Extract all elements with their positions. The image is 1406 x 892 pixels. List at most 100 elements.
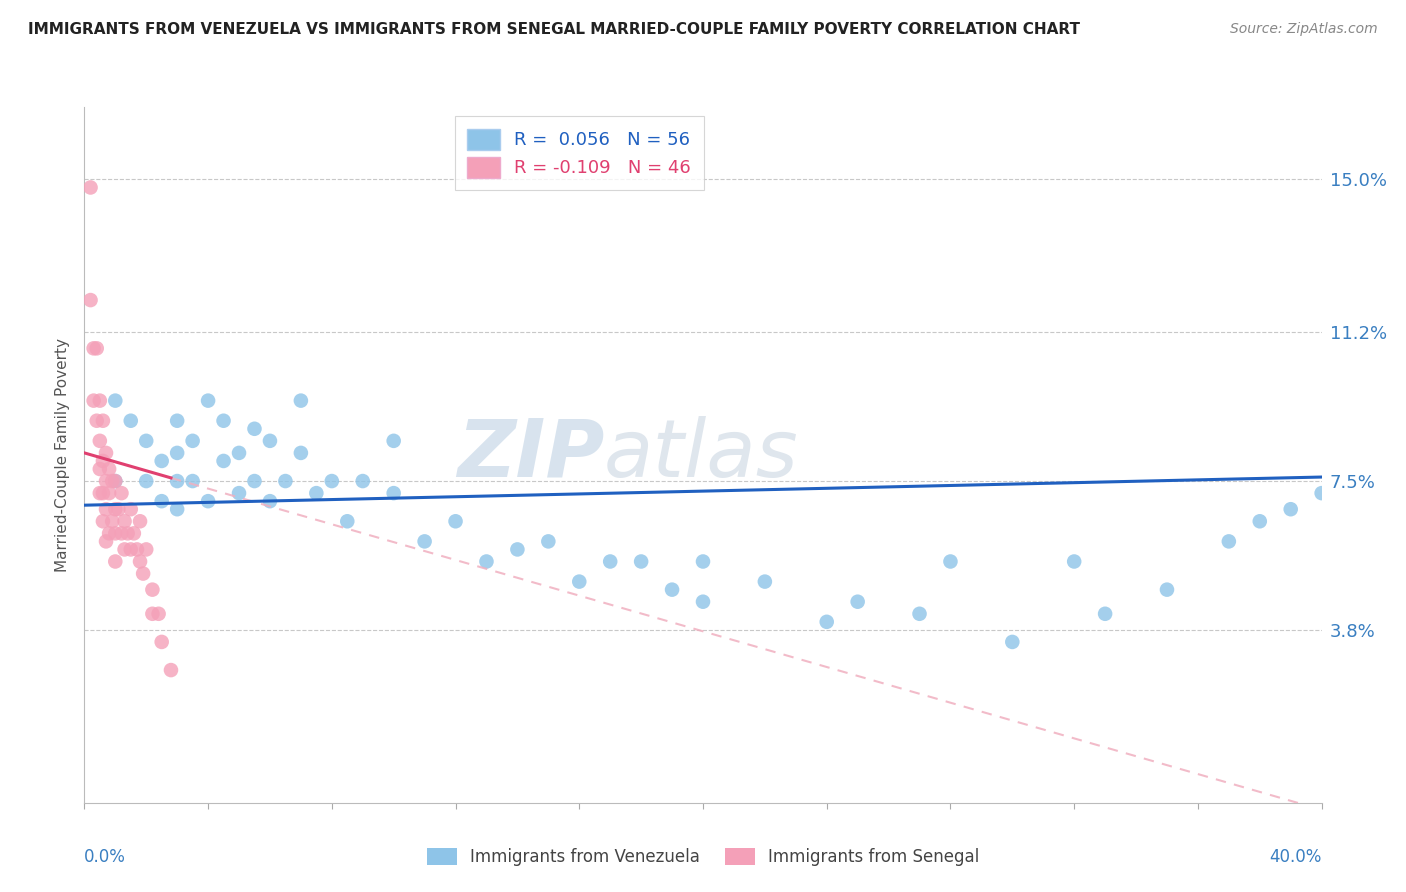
Point [382,434,405,448]
Point [101,474,124,488]
Point [1063,554,1085,568]
Point [259,494,281,508]
Text: IMMIGRANTS FROM VENEZUELA VS IMMIGRANTS FROM SENEGAL MARRIED-COUPLE FAMILY POVER: IMMIGRANTS FROM VENEZUELA VS IMMIGRANTS … [28,22,1080,37]
Legend: R =  0.056   N = 56, R = -0.109   N = 46: R = 0.056 N = 56, R = -0.109 N = 46 [454,116,704,190]
Point [94,502,117,516]
Point [661,582,683,597]
Point [939,554,962,568]
Point [197,393,219,408]
Point [132,566,155,581]
Point [104,393,127,408]
Point [83,342,105,356]
Point [79,180,101,194]
Point [212,414,235,428]
Point [352,474,374,488]
Point [98,526,121,541]
Point [181,434,204,448]
Point [104,526,127,541]
Point [568,574,591,589]
Text: 0.0%: 0.0% [84,848,127,866]
Point [101,514,124,528]
Point [846,595,869,609]
Point [120,414,142,428]
Text: 40.0%: 40.0% [1270,848,1322,866]
Point [89,393,111,408]
Point [336,514,359,528]
Point [1249,514,1271,528]
Point [91,454,114,468]
Y-axis label: Married-Couple Family Poverty: Married-Couple Family Poverty [55,338,70,572]
Point [135,542,157,557]
Point [908,607,931,621]
Point [129,514,152,528]
Point [692,595,714,609]
Point [537,534,560,549]
Point [212,454,235,468]
Point [135,474,157,488]
Point [382,486,405,500]
Point [91,514,114,528]
Point [1279,502,1302,516]
Point [141,582,163,597]
Point [166,414,188,428]
Point [110,486,132,500]
Point [89,486,111,500]
Point [104,474,127,488]
Point [83,393,105,408]
Point [166,446,188,460]
Point [1094,607,1116,621]
Point [150,635,173,649]
Point [1001,635,1024,649]
Point [114,514,136,528]
Point [125,542,148,557]
Text: Source: ZipAtlas.com: Source: ZipAtlas.com [1230,22,1378,37]
Point [114,542,136,557]
Point [290,393,312,408]
Point [110,526,132,541]
Point [120,502,142,516]
Point [104,502,127,516]
Point [1156,582,1178,597]
Point [506,542,529,557]
Point [1218,534,1240,549]
Point [599,554,621,568]
Point [117,526,139,541]
Point [79,293,101,307]
Point [94,446,117,460]
Point [148,607,170,621]
Text: ZIP: ZIP [457,416,605,494]
Point [1310,486,1333,500]
Point [243,422,266,436]
Point [86,342,108,356]
Text: atlas: atlas [605,416,799,494]
Point [122,526,145,541]
Point [107,502,129,516]
Point [98,462,121,476]
Point [141,607,163,621]
Point [228,486,250,500]
Point [321,474,343,488]
Point [692,554,714,568]
Point [413,534,436,549]
Point [86,414,108,428]
Point [89,462,111,476]
Point [754,574,776,589]
Point [150,454,173,468]
Point [89,434,111,448]
Point [166,502,188,516]
Legend: Immigrants from Venezuela, Immigrants from Senegal: Immigrants from Venezuela, Immigrants fr… [418,840,988,875]
Point [135,434,157,448]
Point [129,554,152,568]
Point [475,554,498,568]
Point [197,494,219,508]
Point [150,494,173,508]
Point [98,486,121,500]
Point [630,554,652,568]
Point [94,534,117,549]
Point [259,434,281,448]
Point [815,615,838,629]
Point [290,446,312,460]
Point [120,542,142,557]
Point [305,486,328,500]
Point [444,514,467,528]
